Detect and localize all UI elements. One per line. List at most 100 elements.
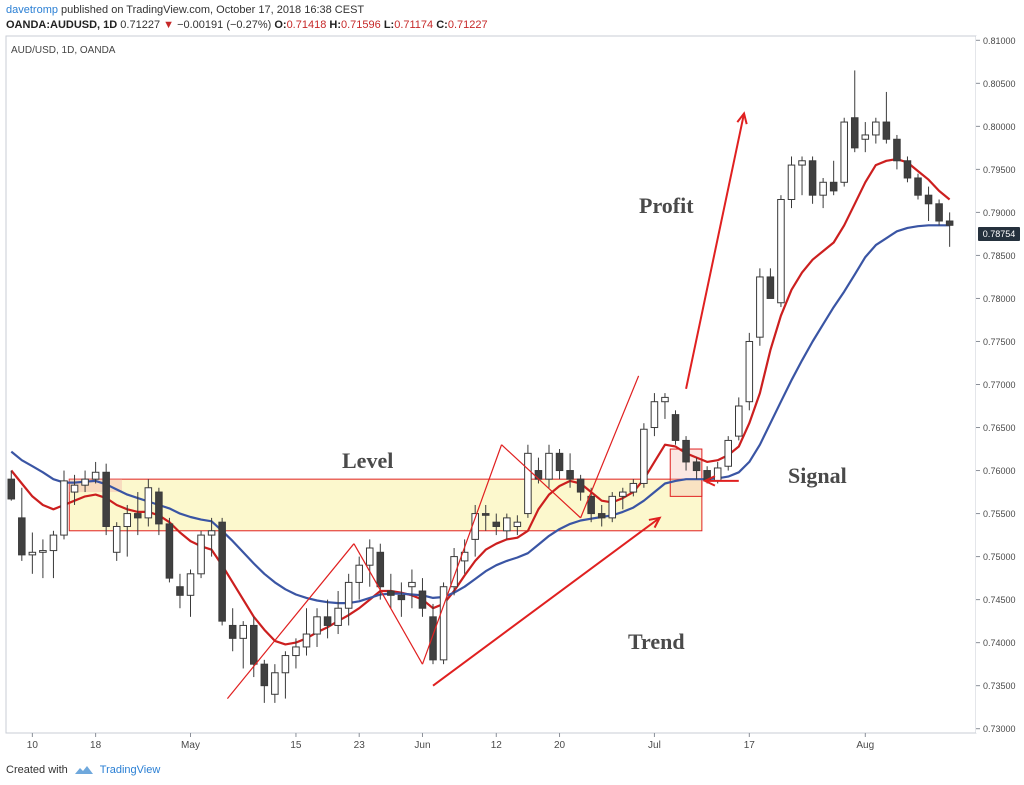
x-tick-label: Aug [856,740,874,751]
candle-down [914,177,922,196]
y-tick-label: 0.74000 [983,638,1016,648]
price-change: −0.00191 (−0.27%) [177,19,272,31]
candle-down [134,513,142,519]
x-tick-label: Jun [414,740,430,751]
candle-up [239,624,247,639]
candle-down [218,521,226,622]
candle-up [713,467,722,482]
y-tick-label: 0.80000 [983,122,1016,132]
candle-up [450,556,458,588]
candle-up [503,517,511,532]
candle-down [587,495,595,515]
candle-up [650,401,659,429]
candle-down [250,624,258,665]
candle-up [619,491,627,497]
candle-up [787,164,796,200]
profit-arrow [685,113,746,390]
candle-down [397,594,406,601]
candle-down [418,590,427,609]
zigzag-segment [353,543,423,665]
candle-up [197,534,205,575]
candlesticks [7,70,954,703]
chart-legend-title: AUD/USD, 1D, OANDA [11,45,116,56]
trend-annotation: Trend [628,629,685,654]
candle-up [344,581,353,609]
tradingview-logo-icon [74,766,93,774]
candle-up [112,525,121,553]
candle-up [186,573,195,596]
candle-up [861,134,870,140]
zigzag-segment [580,375,640,519]
candle-down [323,616,332,626]
candle-up [777,198,785,304]
candle-up [60,480,68,536]
candle-down [165,523,174,579]
price-axis-bg [976,36,1024,733]
candle-up [735,405,743,437]
author-link[interactable]: davetromp [6,4,58,16]
price-axis: 0.81000 0.80500 0.80000 0.79500 0.79000 0.785… [976,36,1016,734]
candle-up [91,471,100,480]
y-tick-label: 0.80500 [983,79,1016,89]
y-tick-label: 0.73000 [983,724,1016,734]
candle-up [207,530,216,536]
y-tick-label: 0.76500 [983,423,1016,433]
y-tick-label: 0.73500 [983,681,1016,691]
candle-up [513,521,522,527]
candle-up [70,484,79,493]
candle-down [945,220,954,226]
candle-down [576,478,585,493]
signal-annotation: Signal [788,463,847,488]
last-price: 0.71227 [120,19,161,31]
y-tick-label: 0.81000 [983,36,1016,46]
candle-up [439,586,448,661]
candle-down [18,517,26,556]
candle-up [640,428,648,484]
tradingview-link[interactable]: TradingView [99,764,161,776]
time-axis: 10 18 May 15 23 Jun 12 20 Jul 17 Aug [27,733,874,751]
candle-down [260,663,269,687]
candle-down [682,439,690,463]
candle-down [155,491,163,525]
candle-up [302,633,311,648]
candle-up [629,482,638,493]
candle-down [7,478,16,500]
moving-averages [10,158,951,646]
high-label: H: [329,19,341,31]
candle-up [840,121,848,183]
candle-down [935,203,943,222]
candle-up [81,478,89,486]
publish-line: davetromp published on TradingView.com, … [6,3,488,18]
candle-down [850,117,859,149]
y-tick-label: 0.74500 [983,595,1016,605]
candle-down [534,470,543,480]
chart-pane-border [5,35,977,734]
level-zone-layer [68,448,703,532]
y-tick-label: 0.78500 [983,251,1016,261]
y-tick-label: 0.75500 [983,509,1016,519]
level-zone [68,478,703,532]
created-with-label: Created with [6,764,68,776]
publish-info: published on TradingView.com, October 17… [61,4,365,16]
candle-up [281,655,290,674]
candle-up [365,547,374,566]
high-value: 0.71596 [341,19,381,31]
candle-up [724,439,732,467]
x-tick-label: 15 [290,740,302,751]
fast-ema-line [10,158,951,646]
last-price-badge: 0.78754 [978,227,1020,241]
candle-up [756,276,764,338]
x-tick-label: Jul [648,740,661,751]
candle-down [228,624,237,639]
low-value: 0.71174 [394,19,434,31]
candle-up [313,616,321,635]
candle-down [429,616,437,661]
zigzag-segment [501,444,582,519]
close-label: C: [436,19,448,31]
candle-up [271,672,279,695]
candle-down [481,513,490,516]
level-annotation: Level [342,448,393,473]
candle-down [766,276,775,299]
candle-up [798,160,806,166]
